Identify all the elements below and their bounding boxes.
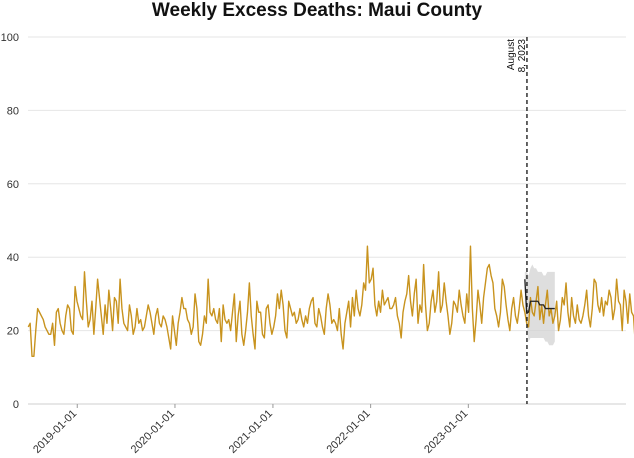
x-tick-label-0: 2019-01-01 xyxy=(31,408,79,456)
y-tick-label-40: 40 xyxy=(7,252,19,264)
series-line-weekly-deaths xyxy=(27,245,634,357)
annotation-group: August8, 2023 xyxy=(506,37,528,404)
y-tick-label-100: 100 xyxy=(1,32,19,44)
gridlines xyxy=(28,36,626,405)
y-tick-label-80: 80 xyxy=(7,105,19,117)
chart-title: Weekly Excess Deaths: Maui County xyxy=(151,0,483,21)
x-tick-label-4: 2023-01-01 xyxy=(422,408,470,456)
x-tick-label-2: 2021-01-01 xyxy=(227,408,275,456)
x-axis-ticks: 2019-01-01 2020-01-01 2021-01-01 2022-01-01… xyxy=(31,404,470,456)
annotation-label-line-1: August xyxy=(506,39,517,70)
y-axis-ticks: 0 20 40 60 80 100 xyxy=(1,32,19,411)
annotation-label-0: August8, 2023 xyxy=(506,39,528,73)
series-lines xyxy=(27,245,634,357)
annotation-label-line-2: 8, 2023 xyxy=(517,39,528,73)
y-tick-label-60: 60 xyxy=(7,179,19,191)
x-tick-label-1: 2020-01-01 xyxy=(129,408,177,456)
y-tick-label-20: 20 xyxy=(7,326,19,338)
x-tick-label-3: 2022-01-01 xyxy=(324,408,372,456)
y-tick-label-0: 0 xyxy=(13,399,19,411)
series-line-expected xyxy=(524,279,555,313)
